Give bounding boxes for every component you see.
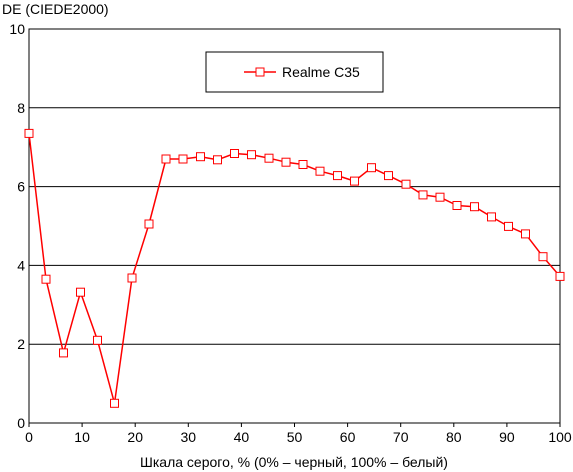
- series-layer: [24, 128, 565, 408]
- data-point: [333, 171, 342, 181]
- x-tick-label: 40: [234, 429, 250, 445]
- data-point: [367, 163, 376, 173]
- data-point: [555, 271, 565, 281]
- data-point: [435, 192, 445, 202]
- data-point: [161, 154, 171, 164]
- data-point: [247, 150, 256, 160]
- y-axis-ticks: 0 2 4 6 8 10: [9, 21, 25, 431]
- data-point: [487, 212, 496, 222]
- x-tick-label: 70: [393, 429, 409, 445]
- x-tick-label: 30: [181, 429, 197, 445]
- x-tick-label: 100: [548, 429, 572, 445]
- data-point: [76, 287, 85, 297]
- data-point: [350, 176, 359, 186]
- legend-label: Realme C35: [282, 64, 360, 80]
- data-point: [418, 190, 428, 200]
- x-tick-label: 20: [127, 429, 143, 445]
- data-point: [178, 154, 188, 164]
- data-point: [264, 153, 274, 163]
- data-point: [24, 128, 34, 138]
- data-point: [196, 152, 205, 162]
- x-tick-label: 90: [499, 429, 515, 445]
- data-point: [281, 157, 291, 167]
- data-point: [93, 335, 102, 345]
- data-point: [401, 179, 411, 189]
- data-point: [521, 229, 530, 239]
- y-tick-label: 4: [17, 257, 25, 273]
- data-point: [452, 201, 462, 210]
- data-point: [41, 274, 51, 284]
- x-axis-ticks: 0 10 20 30 40 50 60 70 80 90 100: [25, 423, 572, 445]
- y-tick-label: 0: [17, 415, 25, 431]
- data-point: [384, 171, 393, 181]
- series-line: [28, 133, 561, 405]
- data-point: [213, 155, 222, 165]
- x-tick-label: 60: [340, 429, 356, 445]
- x-tick-label: 10: [74, 429, 90, 445]
- legend-box: [205, 51, 384, 93]
- legend-marker: [255, 67, 265, 77]
- legend: Realme C35: [205, 51, 384, 93]
- x-tick-label: 0: [25, 429, 33, 445]
- x-tick-label: 80: [446, 429, 462, 445]
- y-tick-label: 8: [17, 100, 25, 116]
- grid-lines: [29, 107, 560, 345]
- data-point: [127, 273, 137, 283]
- y-tick-label: 2: [17, 336, 25, 352]
- data-point: [470, 202, 479, 212]
- data-point: [59, 348, 68, 358]
- data-point: [144, 219, 154, 229]
- data-point: [538, 252, 548, 262]
- x-axis-label: Шкала серого, % (0% – черный, 100% – бел…: [140, 454, 448, 470]
- x-tick-label: 50: [287, 429, 303, 445]
- data-point: [504, 221, 513, 231]
- data-point: [230, 149, 239, 158]
- y-tick-label: 6: [17, 179, 25, 195]
- y-tick-label: 10: [9, 21, 25, 37]
- y-axis-label: DE (CIEDE2000): [2, 1, 109, 17]
- data-point: [110, 398, 119, 408]
- data-point: [298, 160, 308, 169]
- data-point: [315, 166, 325, 176]
